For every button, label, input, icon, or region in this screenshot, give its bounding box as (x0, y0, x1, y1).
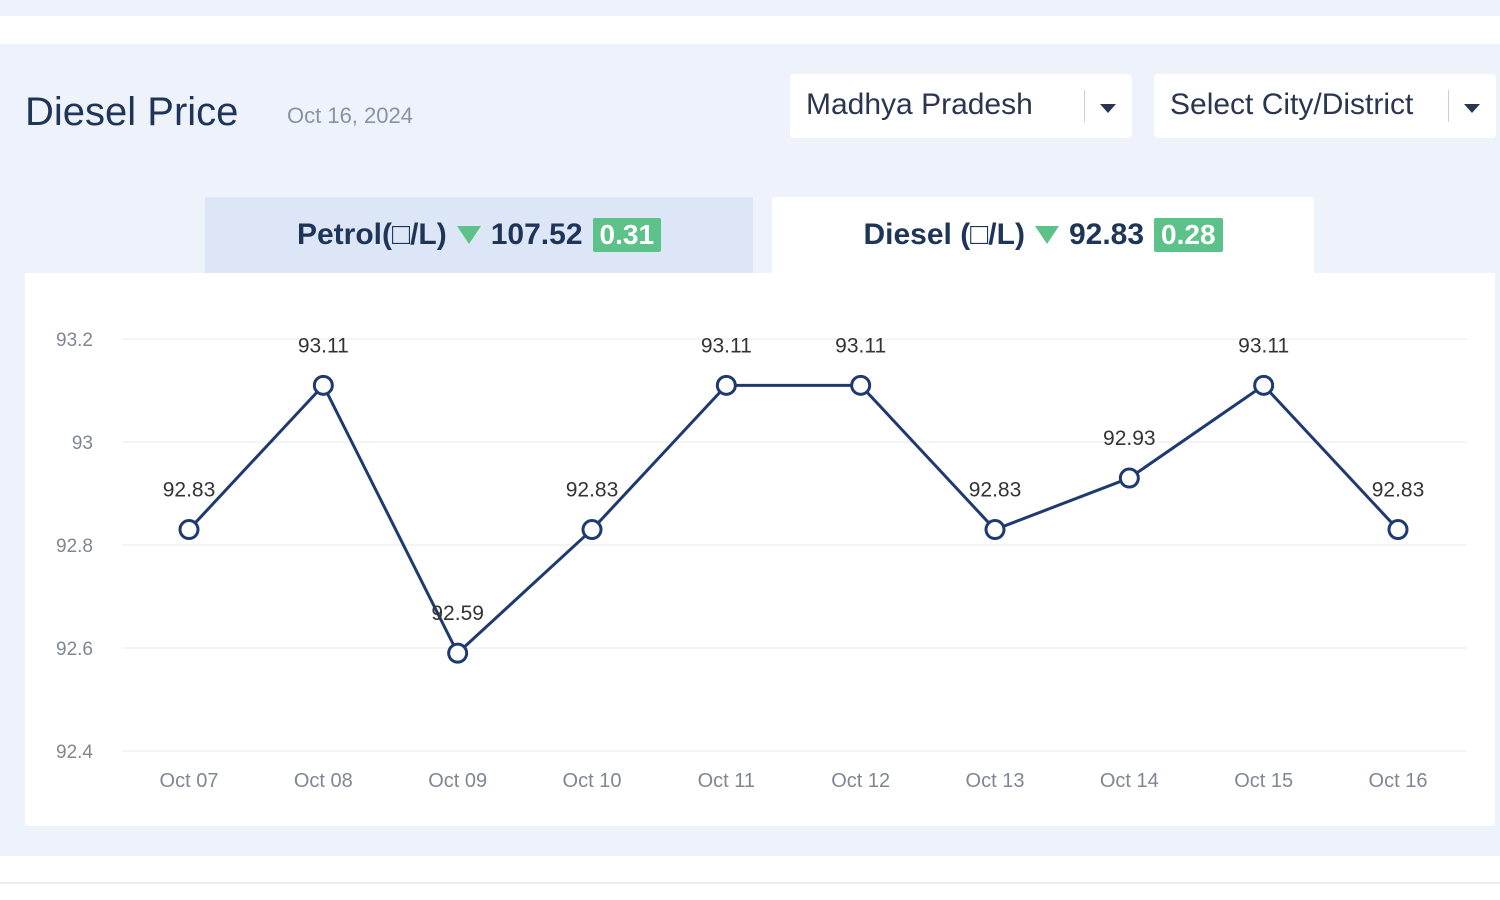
data-point (178, 519, 200, 541)
data-point (1387, 519, 1409, 541)
x-tick-label: Oct 13 (966, 770, 1025, 792)
chart-card: 92.4 92.6 92.8 93 93.2 Oct 07 Oct 08 Oct 09 Oct … (25, 273, 1495, 826)
data-point (1253, 374, 1275, 396)
petrol-change-badge: 0.31 (592, 218, 662, 252)
data-point (715, 374, 737, 396)
x-tick-label: Oct 15 (1234, 770, 1293, 792)
data-point (850, 374, 872, 396)
diesel-price: 92.83 (1068, 218, 1145, 251)
y-tick-label: 93 (72, 433, 93, 454)
y-tick-label: 92.6 (56, 639, 93, 660)
y-tick-label: 92.4 (56, 742, 93, 763)
chevron-down-icon (1100, 104, 1116, 113)
top-strip (0, 0, 1500, 16)
data-point (1118, 467, 1140, 489)
data-point (581, 519, 603, 541)
city-select-placeholder: Select City/District (1170, 88, 1414, 121)
x-tick-label: Oct 14 (1100, 770, 1159, 792)
data-label: 93.11 (835, 334, 886, 357)
tab-diesel[interactable]: Diesel (□/L) 92.83 0.28 (772, 197, 1314, 273)
data-point (984, 519, 1006, 541)
select-separator (1448, 90, 1449, 122)
tab-petrol-label: Petrol(□/L) (296, 218, 447, 251)
x-tick-label: Oct 10 (563, 770, 622, 792)
tab-diesel-label: Diesel (□/L) (863, 218, 1025, 251)
data-label: 92.83 (163, 479, 216, 502)
x-tick-label: Oct 16 (1369, 770, 1428, 792)
y-tick-label: 93.2 (56, 330, 93, 351)
petrol-price: 107.52 (490, 218, 583, 251)
x-tick-label: Oct 09 (428, 770, 487, 792)
x-tick-label: Oct 07 (160, 770, 219, 792)
chevron-down-icon (1464, 104, 1480, 113)
price-date: Oct 16, 2024 (287, 103, 413, 128)
data-label: 92.83 (1372, 479, 1425, 502)
data-point (312, 374, 334, 396)
data-point (447, 642, 469, 664)
bottom-divider (0, 882, 1500, 884)
series-line (187, 383, 1400, 655)
state-select-value: Madhya Pradesh (806, 88, 1033, 121)
price-down-icon (1034, 226, 1059, 244)
page-title: Diesel Price (25, 90, 239, 134)
x-tick-label: Oct 11 (698, 770, 755, 792)
state-select[interactable]: Madhya Pradesh (790, 74, 1132, 138)
price-line-chart: 92.4 92.6 92.8 93 93.2 Oct 07 Oct 08 Oct 09 Oct … (56, 330, 1467, 792)
data-label: 92.93 (1103, 427, 1156, 450)
city-select[interactable]: Select City/District (1154, 74, 1496, 138)
data-label: 92.83 (566, 479, 619, 502)
y-tick-label: 92.8 (56, 536, 93, 557)
data-label: 93.11 (701, 334, 752, 357)
data-label: 92.59 (431, 602, 484, 625)
data-label: 92.83 (969, 479, 1022, 502)
tab-petrol[interactable]: Petrol(□/L) 107.52 0.31 (205, 197, 753, 273)
data-label: 93.11 (1238, 334, 1289, 357)
data-label: 93.11 (298, 334, 349, 357)
price-down-icon (456, 226, 481, 244)
select-separator (1084, 90, 1085, 122)
x-tick-label: Oct 12 (831, 770, 890, 792)
x-tick-label: Oct 08 (294, 770, 353, 792)
diesel-change-badge: 0.28 (1154, 218, 1223, 252)
